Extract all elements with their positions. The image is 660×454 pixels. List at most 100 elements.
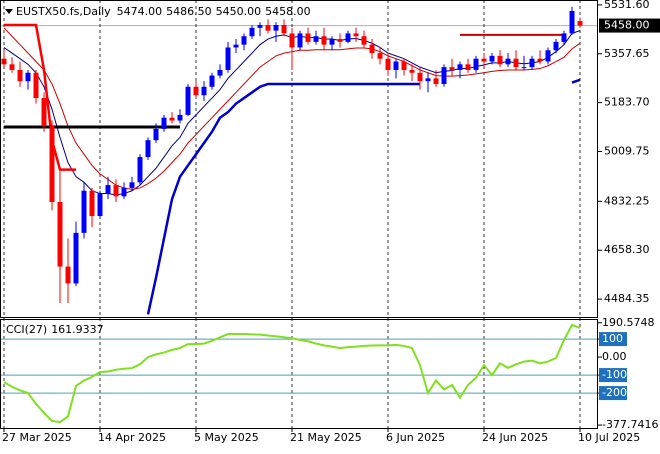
candle-body (321, 36, 327, 45)
candle-body (513, 58, 519, 68)
candle-body (9, 64, 15, 70)
candle-body (1, 58, 7, 65)
candle-body (81, 190, 87, 233)
candle-body (97, 193, 103, 217)
candle-body (425, 78, 431, 82)
candle-body (201, 86, 207, 96)
grid (0, 0, 598, 428)
candle-body (113, 185, 119, 197)
cci-y-tick-label: -377.7416 (602, 418, 658, 431)
candle-body (217, 69, 223, 76)
candle-body (129, 182, 135, 188)
y-tick-label: 4658.30 (604, 243, 650, 256)
candle-body (457, 64, 463, 70)
candle-body (481, 58, 487, 62)
last-price-box (599, 18, 660, 33)
candle-body (249, 27, 255, 37)
x-tick-label: 6 Jun 2025 (386, 431, 445, 444)
overlay-line (4, 23, 76, 171)
ohlc-label: 5474.00 (117, 5, 163, 18)
candle-body (73, 232, 79, 284)
candle-body (273, 25, 279, 31)
candle-body (409, 69, 415, 73)
candle-body (65, 266, 71, 284)
candle-body (377, 53, 383, 59)
x-tick-label: 5 May 2025 (194, 431, 259, 444)
candle-body (401, 61, 407, 70)
candle-body (489, 55, 495, 62)
header-icon (5, 9, 13, 14)
y-tick-label: 5531.60 (604, 0, 650, 11)
candle-body (433, 78, 439, 84)
candle-body (569, 10, 575, 34)
candle-body (441, 67, 447, 84)
cci-header: CCI(27) 161.9337 (6, 323, 104, 336)
candle-body (521, 67, 527, 69)
ohlc-label: 5486.50 (166, 5, 212, 18)
candle-body (169, 117, 175, 121)
y-tick-label: 5009.75 (604, 144, 650, 157)
cci-y-tick-label: 100 (602, 332, 623, 345)
y-tick-label: 5357.65 (604, 47, 650, 60)
cci-y-tick-label: 0.00 (602, 350, 627, 363)
candle-body (209, 75, 215, 87)
header: EUSTX50.fs,Daily 5474.00 5486.50 5450.00 545… (16, 5, 311, 18)
candle-body (145, 140, 151, 158)
candle-body (89, 190, 95, 217)
candle-body (25, 72, 31, 82)
candle-body (529, 58, 535, 68)
candle-body (345, 33, 351, 42)
cci-level-box (599, 332, 627, 347)
ohlc-label: 5458.00 (265, 5, 311, 18)
candle-body (577, 21, 583, 26)
candle-body (353, 33, 359, 37)
last-price-label: 5458.00 (604, 19, 650, 32)
y-tick-label: 4832.25 (604, 194, 650, 207)
candle-body (137, 157, 143, 183)
candle-body (193, 86, 199, 96)
candle-body (385, 58, 391, 70)
candle-body (17, 69, 23, 82)
cci-y-tick-label: -100 (602, 368, 627, 381)
cci-level-box (599, 368, 627, 383)
candle-body (153, 128, 159, 141)
candle-body (505, 58, 511, 65)
candle-body (473, 58, 479, 70)
cci-y-tick-label: 190.5748 (602, 316, 655, 329)
candle-body (257, 25, 263, 28)
y-tick-label: 5183.70 (604, 96, 650, 109)
candle-body (33, 72, 39, 99)
x-tick-label: 14 Apr 2025 (98, 431, 166, 444)
cci-y-tick-label: -200 (602, 386, 627, 399)
candle-body (281, 25, 287, 34)
candle-body (545, 50, 551, 62)
x-tick-label: 24 Jun 2025 (482, 431, 548, 444)
candle-body (537, 58, 543, 62)
candle-body (105, 185, 111, 194)
candle-body (393, 61, 399, 70)
x-tick-label: 27 Mar 2025 (2, 431, 72, 444)
candle-body (161, 117, 167, 129)
cci-level-box (599, 386, 627, 401)
cci-line (3, 323, 581, 424)
x-tick-label: 10 Jul 2025 (578, 431, 640, 444)
candle-body (121, 187, 127, 197)
candle-body (289, 33, 295, 48)
candle-body (561, 33, 567, 42)
price-panel-frame (0, 0, 598, 318)
overlay-line (146, 78, 581, 315)
plot (1, 6, 583, 424)
candle-body (329, 39, 335, 45)
candle-body (225, 47, 231, 70)
symbol: EUSTX50.fs,Daily (16, 5, 111, 18)
candle-body (241, 36, 247, 45)
candle-body (361, 36, 367, 45)
cci-panel-frame (0, 319, 598, 429)
candle-body (553, 41, 559, 51)
candle-body (233, 44, 239, 48)
ohlc-label: 5450.00 (216, 5, 262, 18)
candle-body (57, 201, 63, 267)
candle-body (177, 114, 183, 121)
